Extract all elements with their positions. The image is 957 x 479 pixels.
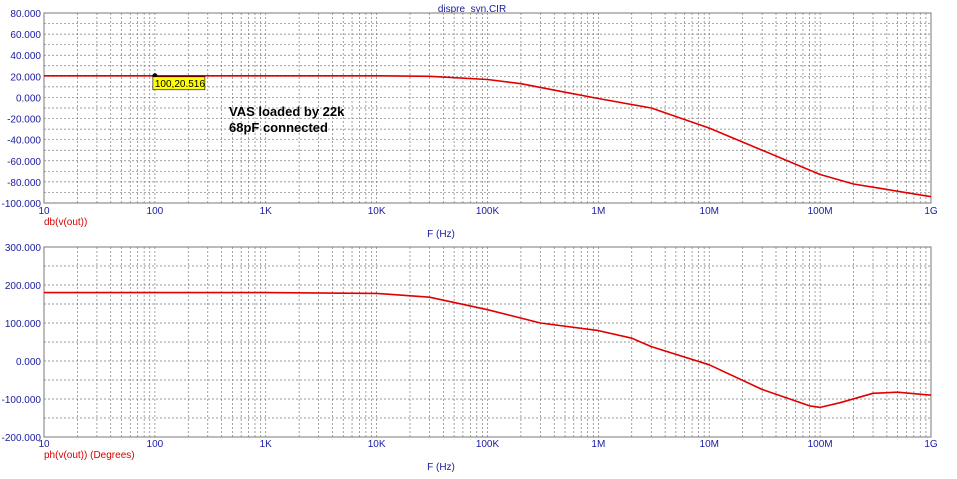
x-tick-label: 10M [700,439,719,450]
y-tick-label: -80.000 [7,178,41,189]
y-tick-label: -100.000 [2,199,42,210]
overlay-layer: VAS loaded by 22k 68pF connected [229,104,345,135]
x-tick-label: 1G [924,439,938,450]
y-tick-label: -20.000 [7,115,41,126]
x-tick-label: 10 [38,206,50,217]
y-tick-label: -100.000 [2,395,42,406]
plot-frame [43,12,932,204]
x-tick-label: 100 [147,439,164,450]
series-name-label: ph(v(out)) (Degrees) [44,450,135,461]
y-tick-label: 100.000 [5,319,42,330]
y-tick-label: 0.000 [16,357,41,368]
phase-plot: 300.000 200.000 100.000 0.000 -100.000 -200.0… [2,243,938,473]
x-tick-label: 1G [924,206,938,217]
annotation-line-1: VAS loaded by 22k [229,104,345,119]
y-tick-label: 60.000 [10,30,41,41]
cursor-label-box [152,76,206,91]
cursor-readout[interactable]: 100,20.516 [152,73,206,91]
y-tick-label: 20.000 [10,72,41,83]
y-tick-label: 40.000 [10,51,41,62]
cursor-label: 100,20.516 [155,79,205,90]
x-axis-label: F (Hz) [427,462,455,473]
y-tick-label: 0.000 [16,93,41,104]
x-axis-label: F (Hz) [427,229,455,240]
series-line-0 [44,75,932,198]
y-tick-label: -40.000 [7,136,41,147]
annotation-line-2: 68pF connected [229,120,328,135]
x-tick-label: 1K [260,439,273,450]
x-tick-label: 1M [591,206,605,217]
x-tick-label: 10 [38,439,50,450]
x-tick-label: 100K [476,439,500,450]
x-tick-label: 10K [368,206,386,217]
chart-title: dispre_syn.CIR [438,4,506,15]
y-tick-label: 200.000 [5,281,42,292]
x-tick-label: 100M [808,439,833,450]
series-name-label: db(v(out)) [44,217,87,228]
y-tick-label: 300.000 [5,243,42,254]
y-tick-label: 80.000 [10,9,41,20]
magnitude-plot: 80.000 60.000 40.000 20.000 0.000 -20.000 -40.… [2,9,938,240]
series-line-0 [44,291,932,409]
x-tick-label: 10M [700,206,719,217]
x-tick-label: 100K [476,206,500,217]
plot-frame [43,246,932,438]
y-tick-label: -60.000 [7,157,41,168]
x-tick-label: 100M [808,206,833,217]
x-tick-label: 1M [591,439,605,450]
y-tick-label: -200.000 [2,433,42,444]
x-tick-label: 10K [368,439,386,450]
x-tick-label: 100 [147,206,164,217]
x-tick-label: 1K [260,206,273,217]
